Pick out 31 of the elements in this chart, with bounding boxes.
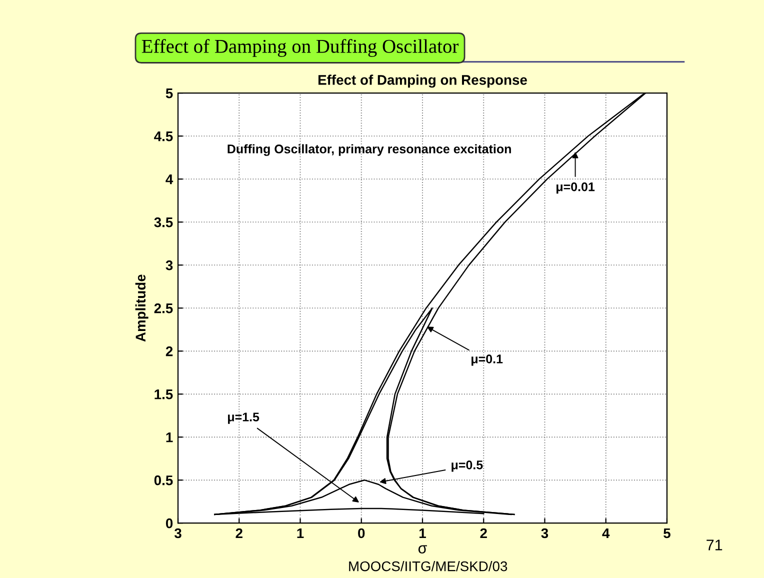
x-tick-label: 1 xyxy=(297,528,304,538)
y-tick-label: 3.5 xyxy=(154,217,173,228)
annotation: μ=0.5 xyxy=(452,460,483,472)
chart-title: Effect of Damping on Duffing Oscillator xyxy=(142,39,459,57)
annotation: μ=0.1 xyxy=(472,354,503,366)
x-tick-label: 0 xyxy=(358,528,365,538)
x-tick-label: 2 xyxy=(236,528,242,538)
y-tick-label: 1 xyxy=(166,432,173,442)
y-tick-label: 3 xyxy=(166,260,173,270)
y-tick-label: 1.5 xyxy=(154,390,173,400)
x-tick-label: 1 xyxy=(420,528,426,538)
y-tick-label: 0.5 xyxy=(154,475,173,486)
y-axis-title: Amplitude xyxy=(135,274,148,342)
annotation: Duffing Oscillator, primary resonance excitation xyxy=(228,144,511,156)
x-tick-label: 5 xyxy=(664,528,670,538)
x-tick-label: 3 xyxy=(541,528,548,538)
x-tick-label: 3 xyxy=(174,528,182,538)
y-tick-label: 0 xyxy=(166,518,173,528)
x-axis-title: σ xyxy=(418,545,427,554)
text: 71 xyxy=(706,540,722,550)
text: MOOCS/IITG/ME/SKD/03 xyxy=(349,561,508,572)
x-tick-label: 4 xyxy=(602,528,610,538)
annotation: μ=0.01 xyxy=(556,182,595,194)
y-tick-label: 2 xyxy=(166,346,173,356)
annotation: μ=1.5 xyxy=(228,412,260,424)
x-tick-label: 2 xyxy=(480,528,487,538)
y-tick-label: 2.5 xyxy=(154,303,173,314)
y-tick-label: 5 xyxy=(166,88,173,98)
y-tick-label: 4.5 xyxy=(154,132,173,142)
y-tick-label: 4 xyxy=(166,174,174,184)
chart-subtitle: Effect of Damping on Response xyxy=(318,74,527,88)
